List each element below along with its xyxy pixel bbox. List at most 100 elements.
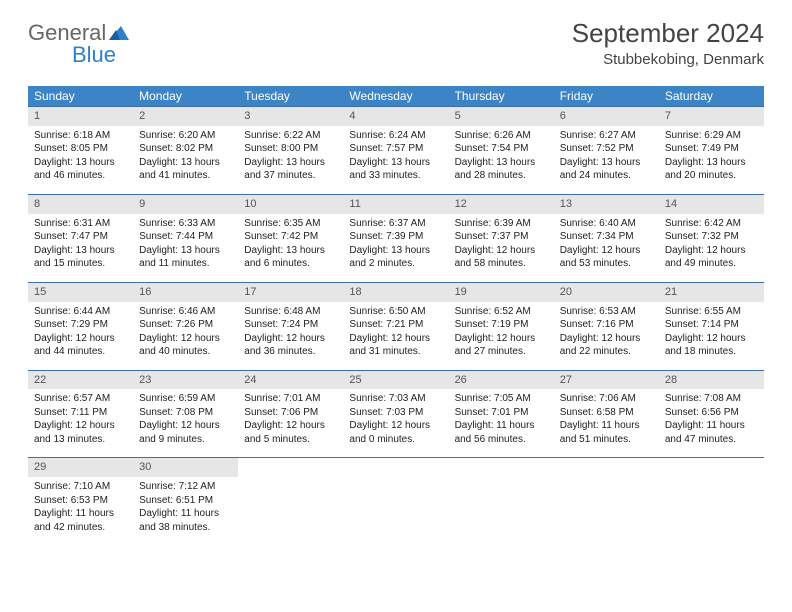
daylight-text-2: and 42 minutes. (34, 521, 127, 535)
sunrise-text: Sunrise: 7:05 AM (455, 392, 548, 406)
day-number: 1 (28, 107, 133, 126)
daylight-text-1: Daylight: 12 hours (244, 419, 337, 433)
day-body: Sunrise: 6:24 AMSunset: 7:57 PMDaylight:… (343, 126, 448, 194)
day-body: Sunrise: 6:18 AMSunset: 8:05 PMDaylight:… (28, 126, 133, 194)
page-header: GeneralBlue September 2024 Stubbekobing,… (0, 0, 792, 76)
daylight-text-2: and 2 minutes. (349, 257, 442, 271)
day-number: 20 (554, 283, 659, 302)
sunrise-text: Sunrise: 6:29 AM (665, 129, 758, 143)
daylight-text-1: Daylight: 12 hours (139, 419, 232, 433)
sunset-text: Sunset: 6:56 PM (665, 406, 758, 420)
calendar-cell: 1Sunrise: 6:18 AMSunset: 8:05 PMDaylight… (28, 107, 133, 195)
daylight-text-1: Daylight: 12 hours (349, 332, 442, 346)
sunset-text: Sunset: 7:24 PM (244, 318, 337, 332)
sunrise-text: Sunrise: 6:18 AM (34, 129, 127, 143)
daylight-text-2: and 46 minutes. (34, 169, 127, 183)
sunset-text: Sunset: 7:47 PM (34, 230, 127, 244)
day-body: Sunrise: 6:26 AMSunset: 7:54 PMDaylight:… (449, 126, 554, 194)
daylight-text-2: and 15 minutes. (34, 257, 127, 271)
daylight-text-2: and 49 minutes. (665, 257, 758, 271)
daylight-text-1: Daylight: 12 hours (560, 332, 653, 346)
daylight-text-1: Daylight: 12 hours (455, 332, 548, 346)
day-number: 6 (554, 107, 659, 126)
sunrise-text: Sunrise: 6:44 AM (34, 305, 127, 319)
sunrise-text: Sunrise: 6:27 AM (560, 129, 653, 143)
calendar-cell: 25Sunrise: 7:03 AMSunset: 7:03 PMDayligh… (343, 370, 448, 458)
day-number: 28 (659, 371, 764, 390)
day-body: Sunrise: 6:39 AMSunset: 7:37 PMDaylight:… (449, 214, 554, 282)
dow-tuesday: Tuesday (238, 86, 343, 107)
sunrise-text: Sunrise: 6:26 AM (455, 129, 548, 143)
sunrise-text: Sunrise: 6:57 AM (34, 392, 127, 406)
sunset-text: Sunset: 7:03 PM (349, 406, 442, 420)
daylight-text-2: and 0 minutes. (349, 433, 442, 447)
calendar-cell: 16Sunrise: 6:46 AMSunset: 7:26 PMDayligh… (133, 282, 238, 370)
day-number: 2 (133, 107, 238, 126)
day-number: 21 (659, 283, 764, 302)
sunrise-text: Sunrise: 7:10 AM (34, 480, 127, 494)
calendar-cell: . (554, 458, 659, 545)
daylight-text-1: Daylight: 13 hours (34, 244, 127, 258)
day-number: 7 (659, 107, 764, 126)
sunset-text: Sunset: 7:21 PM (349, 318, 442, 332)
day-body: Sunrise: 6:31 AMSunset: 7:47 PMDaylight:… (28, 214, 133, 282)
calendar-cell: 17Sunrise: 6:48 AMSunset: 7:24 PMDayligh… (238, 282, 343, 370)
day-number: 27 (554, 371, 659, 390)
daylight-text-2: and 33 minutes. (349, 169, 442, 183)
day-body: Sunrise: 7:12 AMSunset: 6:51 PMDaylight:… (133, 477, 238, 545)
sunset-text: Sunset: 8:05 PM (34, 142, 127, 156)
daylight-text-2: and 22 minutes. (560, 345, 653, 359)
dow-sunday: Sunday (28, 86, 133, 107)
day-number: 4 (343, 107, 448, 126)
daylight-text-1: Daylight: 13 hours (665, 156, 758, 170)
sunrise-text: Sunrise: 6:22 AM (244, 129, 337, 143)
calendar-cell: 13Sunrise: 6:40 AMSunset: 7:34 PMDayligh… (554, 194, 659, 282)
calendar-cell: 27Sunrise: 7:06 AMSunset: 6:58 PMDayligh… (554, 370, 659, 458)
day-body: Sunrise: 6:29 AMSunset: 7:49 PMDaylight:… (659, 126, 764, 194)
day-body: Sunrise: 7:10 AMSunset: 6:53 PMDaylight:… (28, 477, 133, 545)
daylight-text-1: Daylight: 11 hours (665, 419, 758, 433)
sunrise-text: Sunrise: 6:33 AM (139, 217, 232, 231)
daylight-text-1: Daylight: 12 hours (665, 332, 758, 346)
calendar-cell: 22Sunrise: 6:57 AMSunset: 7:11 PMDayligh… (28, 370, 133, 458)
day-body: Sunrise: 6:33 AMSunset: 7:44 PMDaylight:… (133, 214, 238, 282)
sunrise-text: Sunrise: 7:12 AM (139, 480, 232, 494)
daylight-text-1: Daylight: 13 hours (560, 156, 653, 170)
sunset-text: Sunset: 7:54 PM (455, 142, 548, 156)
sunrise-text: Sunrise: 6:24 AM (349, 129, 442, 143)
sunrise-text: Sunrise: 6:35 AM (244, 217, 337, 231)
day-body: Sunrise: 6:20 AMSunset: 8:02 PMDaylight:… (133, 126, 238, 194)
dow-monday: Monday (133, 86, 238, 107)
day-body: Sunrise: 6:22 AMSunset: 8:00 PMDaylight:… (238, 126, 343, 194)
day-body: Sunrise: 7:01 AMSunset: 7:06 PMDaylight:… (238, 389, 343, 457)
dow-thursday: Thursday (449, 86, 554, 107)
day-body: Sunrise: 7:06 AMSunset: 6:58 PMDaylight:… (554, 389, 659, 457)
sunrise-text: Sunrise: 6:37 AM (349, 217, 442, 231)
location-label: Stubbekobing, Denmark (572, 51, 764, 68)
calendar-cell: 6Sunrise: 6:27 AMSunset: 7:52 PMDaylight… (554, 107, 659, 195)
day-body: Sunrise: 6:27 AMSunset: 7:52 PMDaylight:… (554, 126, 659, 194)
week-row: 1Sunrise: 6:18 AMSunset: 8:05 PMDaylight… (28, 107, 764, 195)
day-body: Sunrise: 6:55 AMSunset: 7:14 PMDaylight:… (659, 302, 764, 370)
day-body: Sunrise: 6:40 AMSunset: 7:34 PMDaylight:… (554, 214, 659, 282)
daylight-text-2: and 6 minutes. (244, 257, 337, 271)
day-body: Sunrise: 6:46 AMSunset: 7:26 PMDaylight:… (133, 302, 238, 370)
day-body: Sunrise: 6:53 AMSunset: 7:16 PMDaylight:… (554, 302, 659, 370)
daylight-text-1: Daylight: 13 hours (244, 156, 337, 170)
daylight-text-2: and 18 minutes. (665, 345, 758, 359)
day-body: Sunrise: 6:44 AMSunset: 7:29 PMDaylight:… (28, 302, 133, 370)
day-body: Sunrise: 7:03 AMSunset: 7:03 PMDaylight:… (343, 389, 448, 457)
dow-saturday: Saturday (659, 86, 764, 107)
day-body: Sunrise: 6:52 AMSunset: 7:19 PMDaylight:… (449, 302, 554, 370)
day-number: 12 (449, 195, 554, 214)
daylight-text-1: Daylight: 13 hours (349, 156, 442, 170)
sunset-text: Sunset: 7:08 PM (139, 406, 232, 420)
day-number: 25 (343, 371, 448, 390)
sunrise-text: Sunrise: 6:48 AM (244, 305, 337, 319)
sunset-text: Sunset: 7:16 PM (560, 318, 653, 332)
day-number: 10 (238, 195, 343, 214)
calendar-cell: 3Sunrise: 6:22 AMSunset: 8:00 PMDaylight… (238, 107, 343, 195)
day-number: 9 (133, 195, 238, 214)
daylight-text-2: and 56 minutes. (455, 433, 548, 447)
daylight-text-1: Daylight: 12 hours (139, 332, 232, 346)
